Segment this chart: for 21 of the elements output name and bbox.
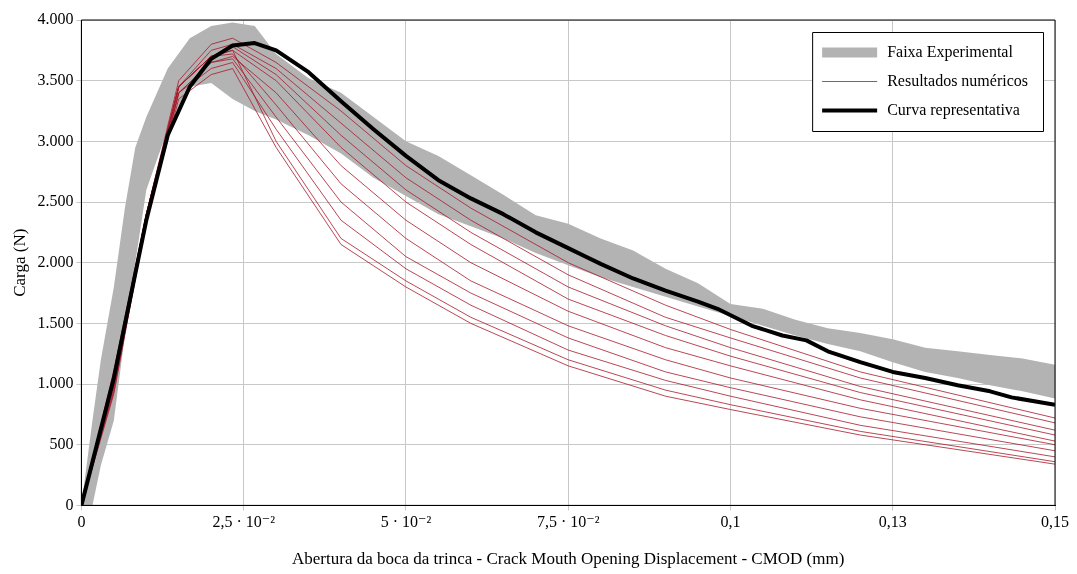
x-axis-title: Abertura da boca da trinca - Crack Mouth Opening Displacement - CMOD (mm) [292,549,845,569]
x-tick-label: 2,5 · 10⁻² [212,513,276,531]
y-tick-label: 3.000 [37,131,74,149]
x-tick-label: 0 [77,513,86,531]
y-tick-label: 500 [49,434,74,452]
y-tick-label: 1.500 [37,313,74,331]
y-tick-label: 3.500 [37,70,74,88]
y-tick-label: 2.500 [37,192,74,210]
x-tick-label: 5 · 10⁻² [380,513,432,531]
y-tick-label: 2.000 [37,252,74,270]
y-axis-title: Carga (N) [9,228,29,297]
x-tick-label: 0,15 [1041,513,1069,531]
y-tick-label: 0 [65,495,74,513]
x-tick-label: 0,1 [720,513,741,531]
y-tick-label: 1.000 [37,374,74,392]
legend-label: Resultados numéricos [887,71,1029,89]
x-tick-label: 0,13 [878,513,907,531]
legend-label: Curva representativa [887,100,1020,119]
x-tick-label: 7,5 · 10⁻² [536,513,600,531]
legend-label: Faixa Experimental [887,42,1014,61]
y-tick-label: 4.000 [37,10,74,28]
